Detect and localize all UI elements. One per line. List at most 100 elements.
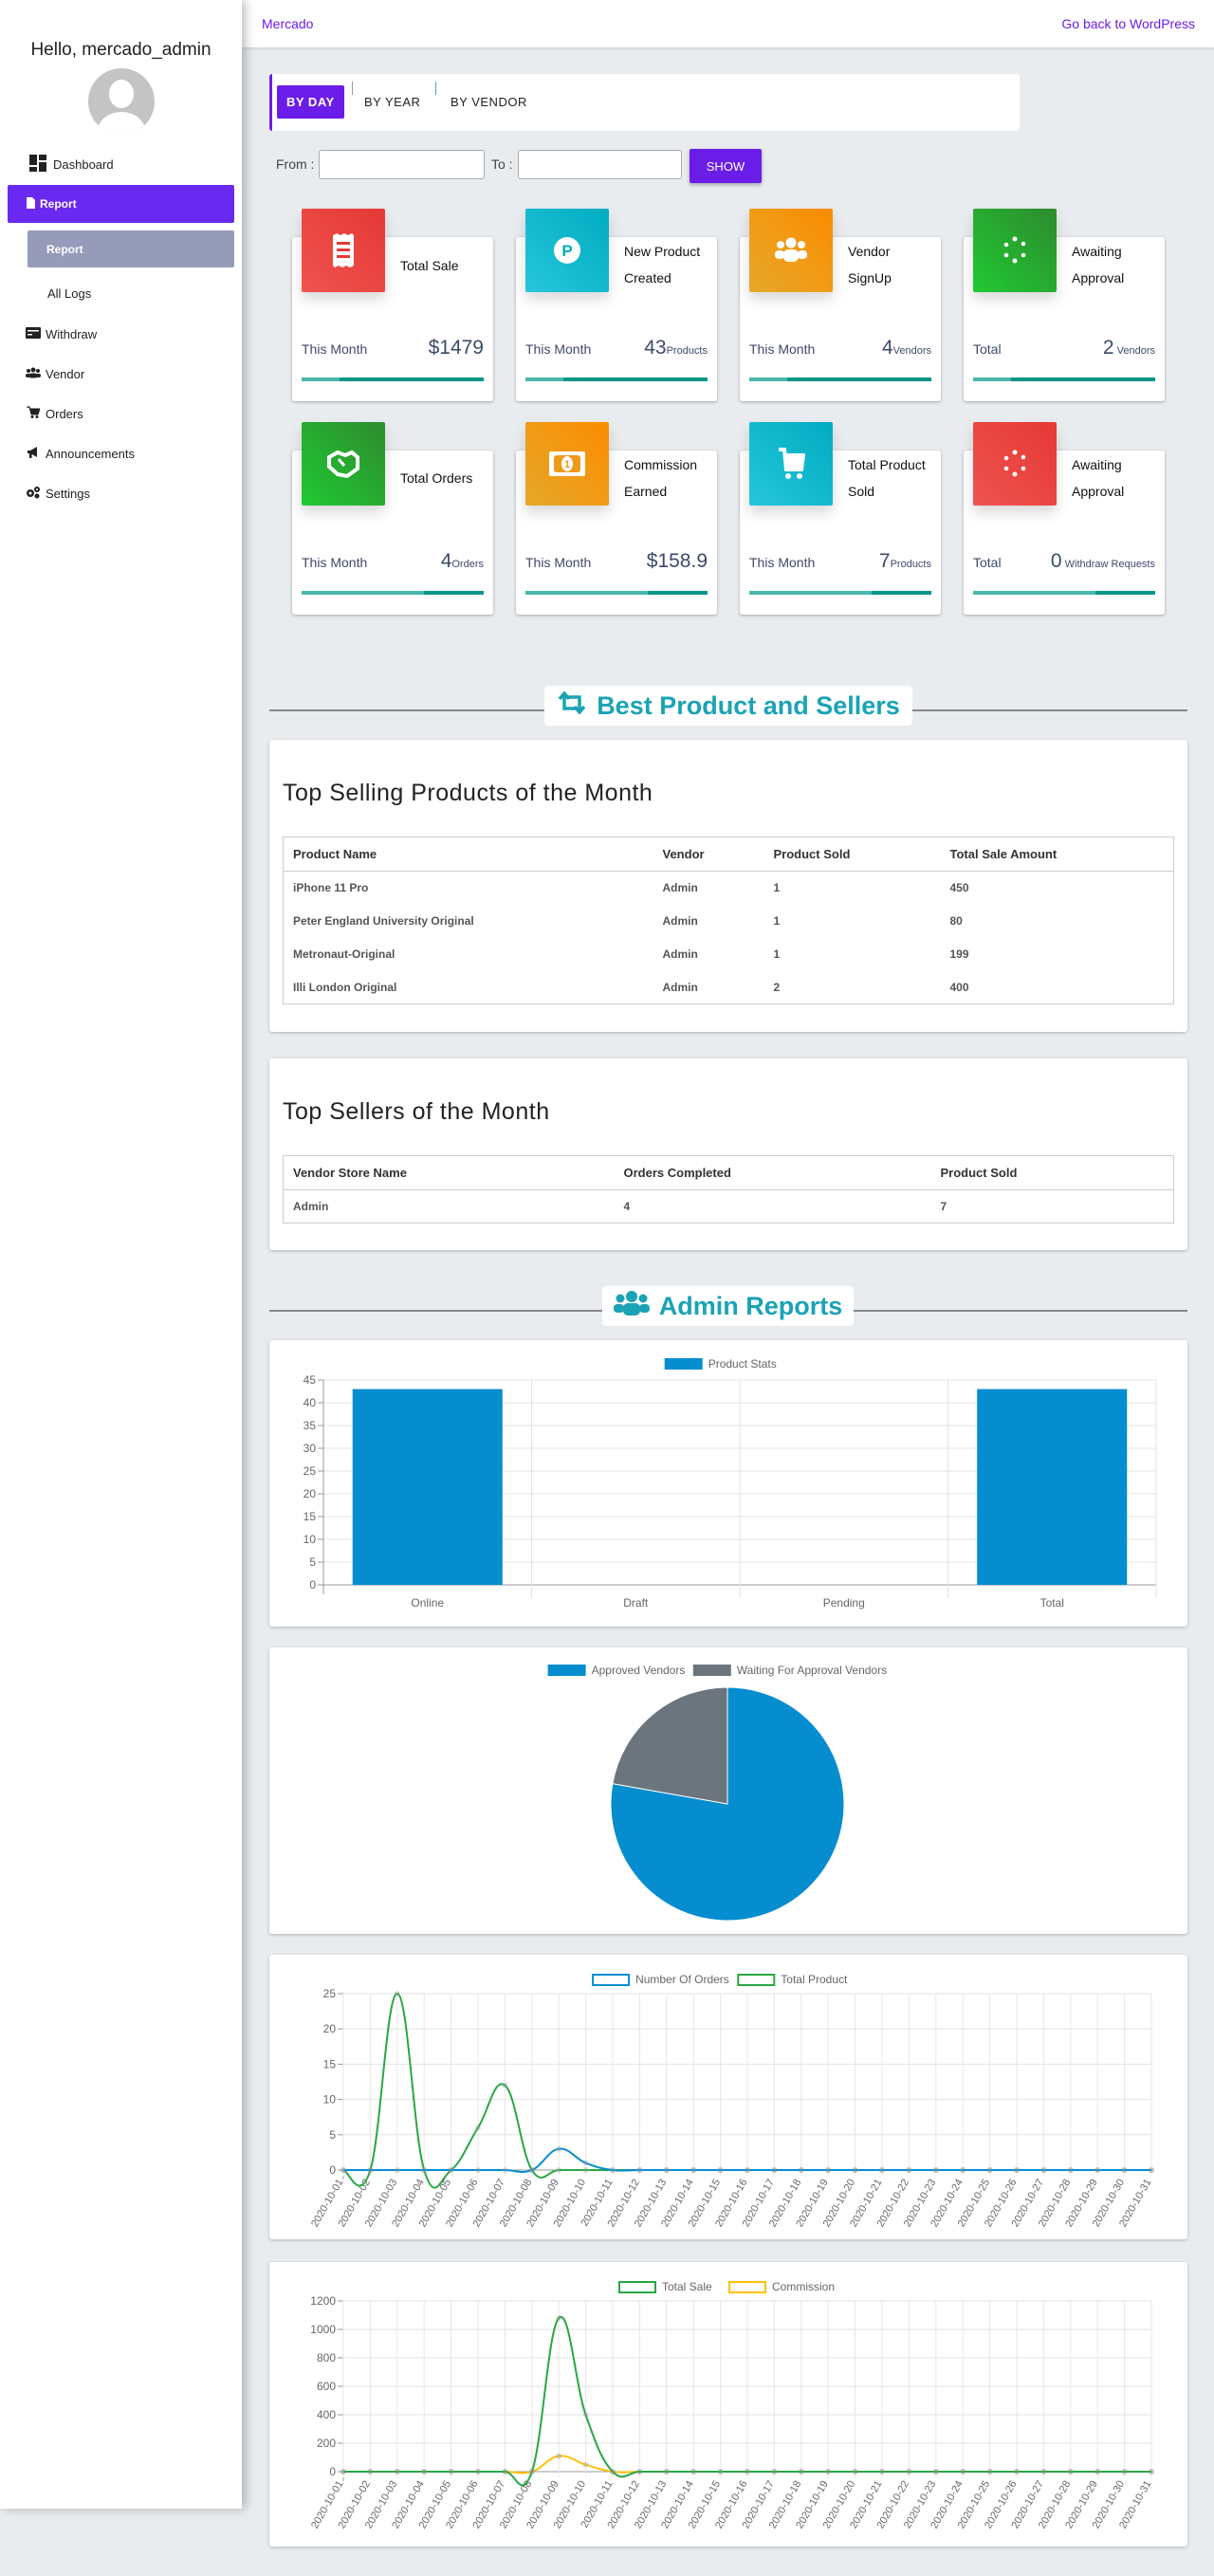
sidebar-item-label: Withdraw — [46, 326, 98, 341]
data-point — [906, 2469, 912, 2475]
y-tick-label: 20 — [323, 2022, 337, 2035]
stat-title: Total Sale — [400, 258, 459, 273]
table-cell: Admin — [662, 948, 698, 961]
sidebar-item-withdraw[interactable]: Withdraw — [0, 323, 242, 344]
tab-by-vendor[interactable]: BY VENDOR — [451, 95, 527, 109]
greeting: Hello, mercado_admin — [30, 40, 212, 60]
data-point — [340, 2469, 346, 2475]
money-bill-icon: 1 — [525, 422, 609, 506]
data-point — [960, 2469, 966, 2475]
y-tick-label: 40 — [304, 1396, 317, 1409]
data-point — [852, 2469, 858, 2475]
data-point — [556, 2145, 562, 2152]
table-cell: iPhone 11 Pro — [293, 881, 369, 895]
data-point — [745, 2469, 750, 2475]
data-point — [852, 2167, 858, 2173]
column-header: Product Sold — [930, 1155, 1174, 1190]
table-cell: Admin — [662, 980, 698, 994]
sidebar-item-announcements[interactable]: Announcements — [0, 443, 242, 464]
stat-title: Commission Earned — [624, 457, 698, 499]
sidebar-subitem-all-logs[interactable]: All Logs — [0, 283, 242, 304]
data-point — [771, 2469, 778, 2475]
table-row: Admin 4 7 — [284, 1190, 1174, 1224]
stat-progress-bar — [302, 591, 484, 595]
y-tick-label: 10 — [304, 1533, 317, 1546]
data-point — [717, 2167, 724, 2173]
sidebar-item-label: Report — [46, 242, 83, 256]
stat-period: This Month — [525, 341, 592, 357]
table-cell: 1 — [773, 948, 781, 961]
data-point — [582, 2160, 589, 2166]
stat-unit: Withdraw Requests — [1061, 559, 1155, 570]
data-point — [421, 2167, 428, 2173]
legend-label: Waiting For Approval Vendors — [737, 1664, 887, 1677]
y-tick-label: 0 — [329, 2465, 336, 2478]
vendor-pie-chart-panel: Approved Vendors Waiting For Approval Ven… — [269, 1647, 1187, 1934]
table-cell: Admin — [293, 1200, 329, 1213]
data-point — [745, 2167, 750, 2173]
to-date-input[interactable] — [518, 150, 682, 179]
data-point — [582, 2167, 589, 2173]
data-point — [1040, 2469, 1047, 2475]
y-tick-label: 35 — [304, 1419, 317, 1432]
stat-title: Total Orders — [400, 470, 473, 486]
sidebar-subitem-report[interactable]: Report — [28, 230, 234, 267]
brand-link[interactable]: Mercado — [262, 16, 314, 31]
y-tick-label: 200 — [317, 2437, 336, 2450]
legend-swatch — [737, 1974, 776, 1986]
tab-by-year[interactable]: BY YEAR — [364, 95, 421, 109]
stat-value: 0 — [1050, 550, 1062, 572]
back-to-wordpress-link[interactable]: Go back to WordPress — [1061, 16, 1195, 31]
table-cell: Illi London Original — [293, 980, 397, 994]
stat-value: 43 — [644, 337, 667, 359]
sidebar-item-label: Vendor — [46, 366, 85, 381]
best-section-heading: Best Product and Sellers — [544, 686, 912, 726]
to-label: To : — [491, 156, 513, 172]
sidebar-item-dashboard[interactable]: Dashboard — [0, 152, 242, 176]
data-point — [1094, 2469, 1101, 2475]
legend-swatch — [692, 1665, 731, 1676]
cart-icon — [749, 422, 833, 506]
y-tick-label: 5 — [309, 1555, 316, 1569]
stat-card: Total Sale This Month $1479 — [292, 209, 493, 401]
table-cell: Admin — [662, 914, 698, 928]
legend-swatch — [592, 1974, 631, 1986]
table-cell: Admin — [662, 881, 698, 895]
data-point — [636, 2469, 643, 2475]
data-point — [636, 2167, 643, 2173]
data-point — [798, 2469, 804, 2475]
data-point — [1040, 2167, 1047, 2173]
sidebar-item-settings[interactable]: Settings — [0, 483, 242, 504]
stat-progress-bar — [302, 377, 484, 381]
sales-chart-panel: Total Sale Commission 0 200 400 600 800 1000 120… — [269, 2262, 1187, 2547]
x-tick-label: Pending — [823, 1596, 865, 1610]
show-button[interactable]: SHOW — [690, 149, 762, 183]
megaphone-icon — [25, 446, 42, 462]
bar — [977, 1389, 1128, 1585]
tab-by-day[interactable]: BY DAY — [277, 85, 344, 119]
sidebar-item-orders[interactable]: Orders — [0, 403, 242, 424]
stat-unit: Vendors — [1113, 345, 1155, 357]
product-stats-chart: Product Stats 0 5 10 15 20 25 30 35 40 45 Online Dra… — [304, 1357, 1157, 1610]
sidebar-item-vendor[interactable]: Vendor — [0, 363, 242, 384]
sidebar-item-report[interactable]: Report — [8, 185, 234, 223]
column-header: Total Sale Amount — [940, 837, 1174, 872]
data-point — [528, 2167, 535, 2173]
table-row: iPhone 11 Pro Admin 1 450 — [284, 872, 1174, 905]
from-date-input[interactable] — [319, 150, 485, 179]
stat-value: 2 — [1102, 337, 1114, 359]
legend-swatch — [547, 1665, 586, 1676]
sidebar-item-label: Settings — [46, 486, 90, 501]
bar — [352, 1389, 503, 1585]
table-cell: 400 — [949, 980, 969, 994]
y-tick-label: 400 — [317, 2408, 336, 2421]
x-tick-label: Total — [1040, 1596, 1064, 1610]
gears-icon — [25, 486, 42, 502]
legend-label: Number Of Orders — [635, 1973, 729, 1986]
y-tick-label: 15 — [304, 1510, 317, 1523]
stat-value: 4 — [881, 337, 893, 359]
y-tick-label: 30 — [304, 1442, 317, 1455]
data-point — [610, 2469, 616, 2475]
dashboard-icon — [28, 154, 47, 175]
table-cell: 7 — [940, 1200, 947, 1213]
